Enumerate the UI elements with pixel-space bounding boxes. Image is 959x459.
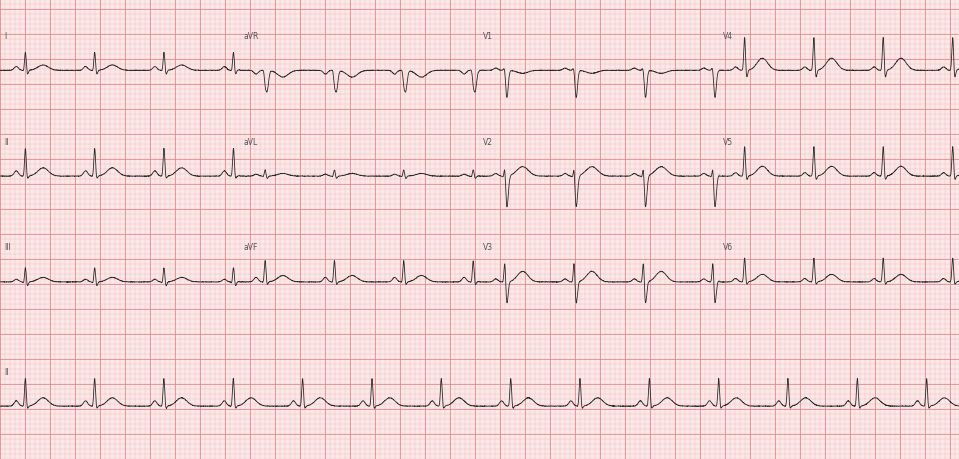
Text: V1: V1 — [483, 32, 493, 41]
Text: II: II — [4, 137, 9, 146]
Text: aVF: aVF — [244, 243, 258, 252]
Text: V4: V4 — [723, 32, 734, 41]
Text: V3: V3 — [483, 243, 494, 252]
Text: aVR: aVR — [244, 32, 259, 41]
Text: II: II — [4, 367, 9, 376]
Text: V2: V2 — [483, 137, 493, 146]
Text: III: III — [4, 243, 11, 252]
Text: V5: V5 — [723, 137, 734, 146]
Text: I: I — [4, 32, 6, 41]
Text: aVL: aVL — [244, 137, 258, 146]
Text: V6: V6 — [723, 243, 734, 252]
